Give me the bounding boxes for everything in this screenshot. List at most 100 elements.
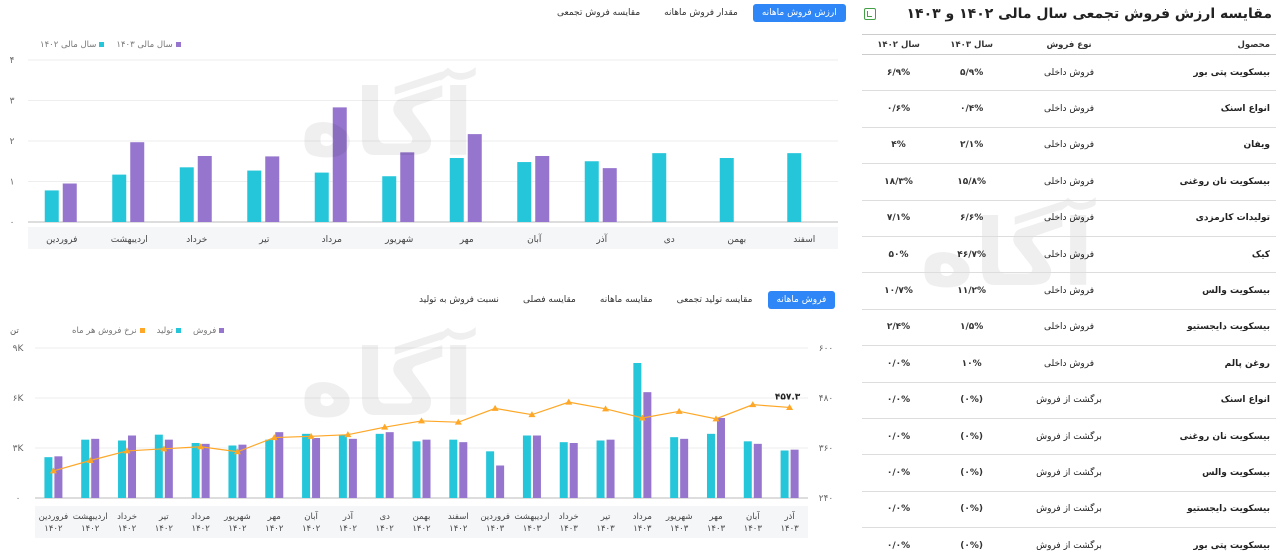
production-bar [338, 434, 347, 498]
x-tick-label: فروردین [480, 512, 510, 522]
production-bar [191, 443, 200, 498]
legend-swatch [139, 328, 145, 333]
production-bar [81, 439, 90, 498]
production-bar [44, 457, 53, 498]
bottom-chart-tab-1[interactable]: مقایسه تولید تجمعی [676, 295, 753, 305]
y-tick-label: ۳ [10, 97, 15, 107]
top-chart-tabs: مقایسه فروش تجمعی مقدار فروش ماهانه ارزش ف… [548, 4, 846, 22]
legend-label: نرخ فروش هر ماه [72, 326, 137, 336]
x-tick-label: مرداد [633, 512, 652, 522]
sales-rate-point [786, 403, 794, 410]
production-bar [118, 440, 127, 498]
sales-bar [91, 438, 100, 498]
sales-comparison-table: محصول نوع فروش سال ۱۴۰۳ سال ۱۴۰۲ بیسکویت… [862, 34, 1276, 558]
sales-rate-point [160, 445, 168, 452]
bar-1403 [130, 142, 145, 222]
sales-bar [348, 438, 357, 498]
x-tick-label: خرداد [559, 512, 579, 522]
table-row: بیسکویت نان روغنی فروش داخلی ۱۵/۸% ۱۸/۳% [862, 163, 1276, 201]
left-y-tick-label: ۰ [16, 494, 21, 504]
x-tick-label: اسفند [793, 235, 815, 245]
sale-type-cell: فروش داخلی [1008, 345, 1130, 383]
sales-rate-point [418, 417, 425, 424]
last-point-label: ۴۵۷.۳ [775, 392, 801, 402]
x-tick-label: خرداد [117, 512, 137, 522]
header-year-1403: سال ۱۴۰۳ [935, 34, 1009, 55]
x-tick-year-label: ۱۴۰۳ [633, 524, 652, 534]
product-cell: بیسکویت دایجستیو [1129, 491, 1276, 529]
year-1403-cell: (۰%) [935, 527, 1009, 558]
export-excel-icon[interactable] [864, 8, 876, 20]
y-tick-label: ۴ [10, 56, 15, 66]
sale-type-cell: برگشت از فروش [1008, 454, 1130, 492]
legend-swatch [175, 42, 181, 47]
sales-bar [496, 465, 505, 498]
legend-item[interactable]: سال مالی ۱۴۰۳ [116, 40, 181, 50]
bar-1402 [584, 161, 599, 222]
sales-rate-point [344, 431, 352, 438]
year-1402-cell: ۲/۴% [862, 309, 936, 347]
legend-item[interactable]: فروش [193, 326, 225, 336]
top-chart-legend: سال مالی ۱۴۰۳ سال مالی ۱۴۰۲ [40, 40, 181, 50]
bar-1402 [787, 153, 802, 222]
legend-item[interactable]: سال مالی ۱۴۰۲ [40, 40, 105, 50]
bottom-chart-tab-4[interactable]: نسبت فروش به تولید [419, 295, 499, 305]
production-bar [486, 451, 495, 498]
product-cell: کیک [1129, 236, 1276, 274]
legend-item[interactable]: نرخ فروش هر ماه [72, 326, 145, 336]
bar-1402 [517, 162, 532, 222]
bar-1403 [602, 168, 617, 222]
table-row: تولیدات کارمزدی فروش داخلی ۶/۶% ۷/۱% [862, 200, 1276, 237]
table-row: بیسکویت دایجستیو فروش داخلی ۱/۵% ۲/۴% [862, 309, 1276, 347]
production-bar [449, 439, 458, 498]
top-chart-tab-1[interactable]: مقدار فروش ماهانه [664, 8, 738, 18]
bottom-chart-tab-2[interactable]: مقایسه ماهانه [599, 295, 653, 305]
bottom-chart-tab-3[interactable]: مقایسه فصلی [522, 295, 576, 305]
year-1403-cell: (۰%) [935, 454, 1009, 492]
legend-swatch [176, 328, 182, 333]
x-tick-year-label: ۱۴۰۲ [155, 524, 174, 534]
x-tick-year-label: ۱۴۰۳ [670, 524, 689, 534]
x-tick-label: فروردین [46, 235, 77, 245]
legend-item[interactable]: تولید [157, 326, 182, 336]
table-row: بیسکویت نان روغنی برگشت از فروش (۰%) ۰/۰% [862, 418, 1276, 456]
right-y-tick-label: ۳۶۰ [819, 444, 834, 454]
year-1402-cell: ۰/۰% [862, 527, 936, 558]
bottom-chart-tab-0[interactable]: فروش ماهانه [767, 291, 836, 309]
top-chart-tab-0[interactable]: ارزش فروش ماهانه [752, 4, 846, 22]
x-tick-label: آبان [527, 233, 542, 245]
production-bar [596, 440, 605, 498]
x-tick-label: آذر [783, 510, 795, 522]
x-tick-label: شهریور [223, 512, 251, 522]
sales-rate-point [712, 415, 720, 422]
sales-bar [680, 438, 689, 498]
x-tick-label: آذر [595, 233, 607, 245]
sale-type-cell: فروش داخلی [1008, 54, 1130, 92]
bar-1403 [332, 107, 347, 222]
x-tick-label: دی [379, 512, 390, 522]
production-bar [375, 433, 384, 498]
sales-rate-point [675, 407, 683, 414]
year-1402-cell: ۰/۰% [862, 345, 936, 383]
table-row: ویفان فروش داخلی ۲/۱% ۴% [862, 127, 1276, 165]
table-row: بیسکویت پتی بور فروش داخلی ۵/۹% ۶/۹% [862, 54, 1276, 92]
sale-type-cell: برگشت از فروش [1008, 382, 1130, 419]
year-1403-cell: ۱۰% [935, 345, 1009, 383]
legend-label: سال مالی ۱۴۰۲ [40, 40, 97, 50]
x-tick-label: آبان [746, 510, 760, 522]
sale-type-cell: فروش داخلی [1008, 163, 1130, 201]
sales-rate-point [270, 434, 278, 441]
bar-1403 [197, 155, 212, 222]
year-1403-cell: ۶/۶% [935, 200, 1009, 237]
sales-bar [238, 444, 247, 498]
bottom-chart-legend: فروش تولید نرخ فروش هر ماه [72, 326, 225, 336]
production-bar [265, 439, 274, 498]
sales-rate-point [749, 401, 757, 408]
top-chart-tab-2[interactable]: مقایسه فروش تجمعی [557, 8, 641, 18]
year-1403-cell: (۰%) [935, 491, 1009, 529]
bar-1403 [62, 183, 77, 222]
sales-rate-point [454, 418, 462, 425]
bar-1402 [719, 158, 734, 222]
table-row: انواع اسنک برگشت از فروش (۰%) ۰/۰% [862, 382, 1276, 419]
left-y-tick-label: ۶K [13, 394, 25, 404]
